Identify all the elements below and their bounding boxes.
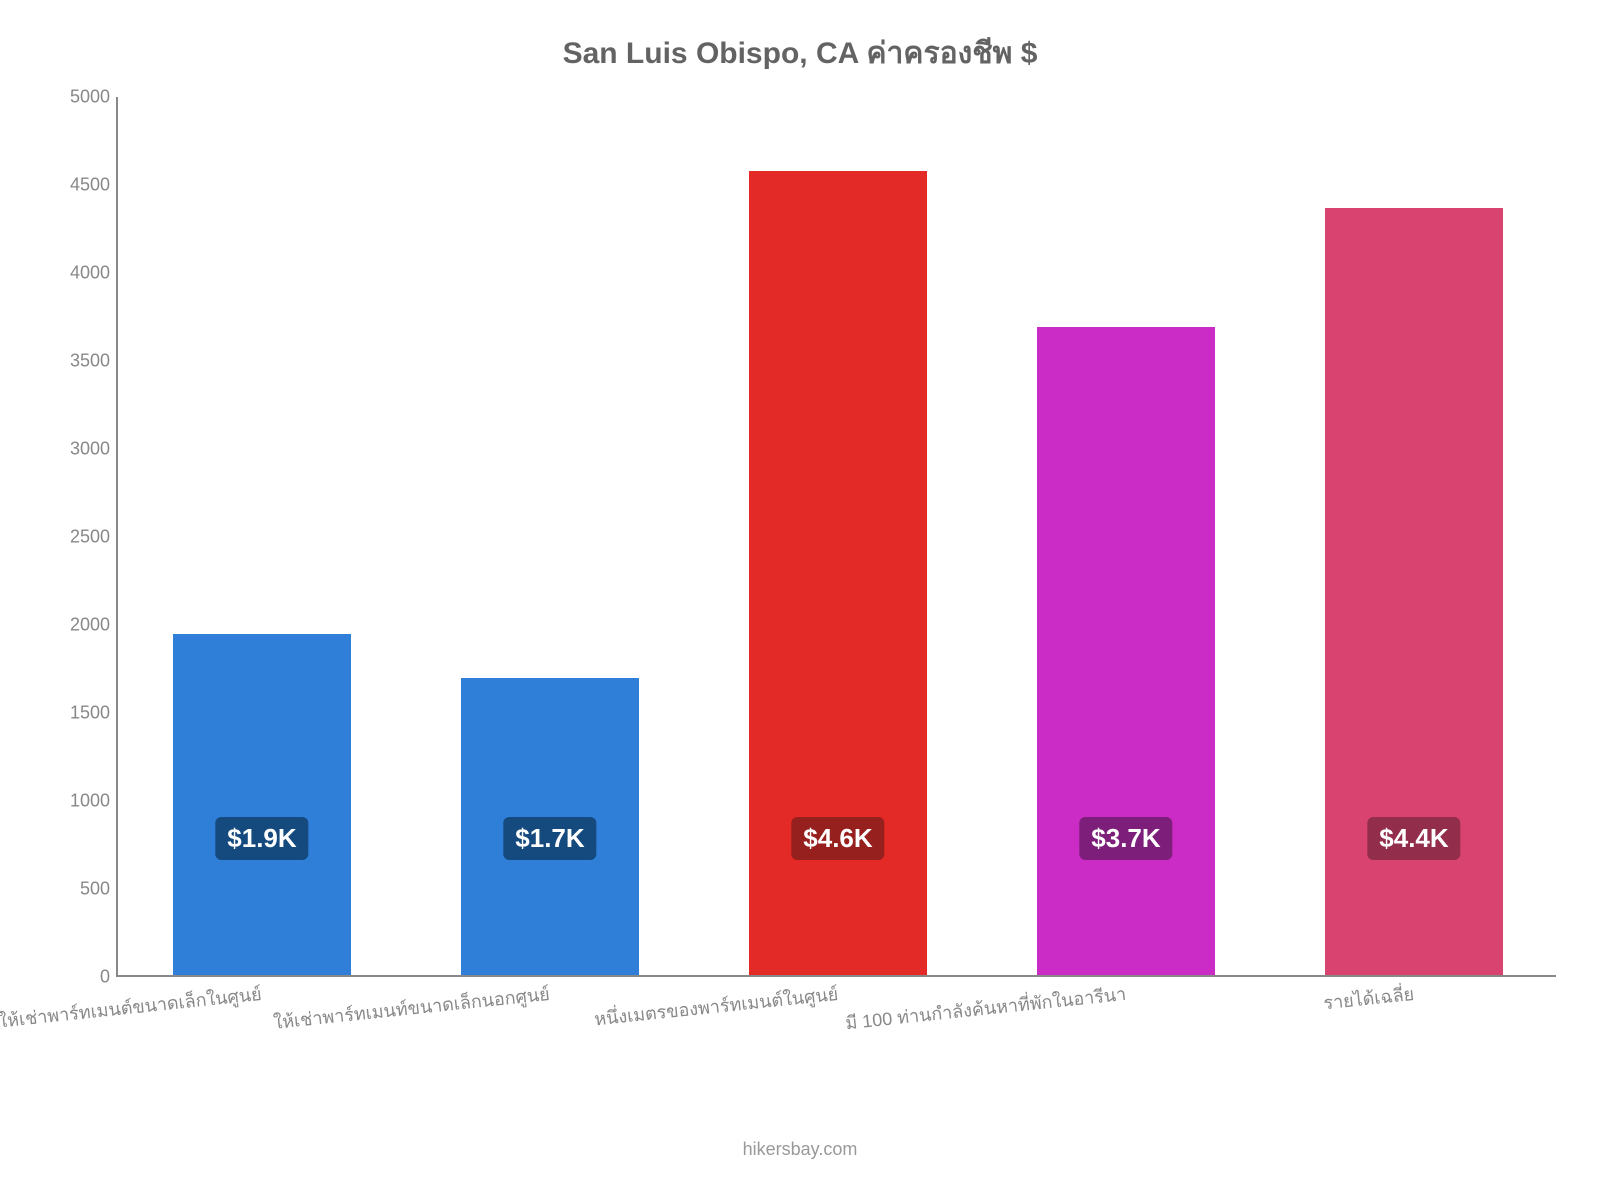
bar-value-label: $4.4K: [1367, 817, 1460, 860]
y-tick-label: 4500: [70, 175, 118, 196]
chart-stage: San Luis Obispo, CA ค่าครองชีพ $ 0500100…: [0, 0, 1600, 1200]
x-tick-label: รายได้เฉลี่ย: [1322, 979, 1416, 1017]
y-tick-label: 5000: [70, 87, 118, 108]
chart-title: San Luis Obispo, CA ค่าครองชีพ $: [40, 30, 1560, 77]
y-tick-label: 4000: [70, 263, 118, 284]
bar: $4.4K: [1325, 208, 1504, 975]
y-tick-label: 0: [100, 967, 118, 988]
y-tick-label: 500: [80, 879, 118, 900]
x-tick-label: มี 100 ท่านกำลังค้นหาที่พักในอารีนา: [844, 979, 1128, 1037]
y-tick-label: 3000: [70, 439, 118, 460]
bar: $1.7K: [461, 678, 640, 975]
bar: $1.9K: [173, 634, 352, 975]
x-tick-label: หนึ่งเมตรของพาร์ทเมนต์ในศูนย์: [593, 979, 840, 1033]
bar-value-label: $3.7K: [1079, 817, 1172, 860]
footer-credit: hikersbay.com: [743, 1139, 858, 1160]
y-tick-label: 1000: [70, 791, 118, 812]
bar-value-label: $1.9K: [215, 817, 308, 860]
y-tick-label: 2000: [70, 615, 118, 636]
x-tick-label: ให้เช่าพาร์ทเมนท์ขนาดเล็กนอกศูนย์: [272, 979, 551, 1037]
y-tick-label: 2500: [70, 527, 118, 548]
chart-area: 0500100015002000250030003500400045005000…: [44, 97, 1556, 1037]
bar-value-label: $4.6K: [791, 817, 884, 860]
y-tick-label: 1500: [70, 703, 118, 724]
bar: $3.7K: [1037, 327, 1216, 975]
bar: $4.6K: [749, 171, 928, 975]
bar-value-label: $1.7K: [503, 817, 596, 860]
y-tick-label: 3500: [70, 351, 118, 372]
x-tick-label: ให้เช่าพาร์ทเมนต์ขนาดเล็กในศูนย์: [0, 979, 263, 1035]
plot-area: 0500100015002000250030003500400045005000…: [116, 97, 1556, 977]
